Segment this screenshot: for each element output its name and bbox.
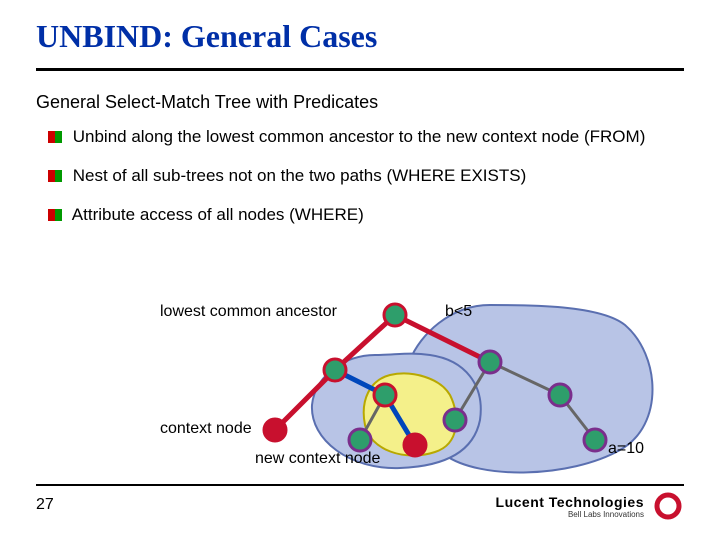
title-rule [36,68,684,71]
bullet-item: Unbind along the lowest common ancestor … [48,126,668,149]
bullet-marker-icon [48,131,62,143]
tree-diagram: lowest common ancestor b<5 context node … [60,300,670,475]
bullet-item: Nest of all sub-trees not on the two pat… [48,165,668,188]
tree-node [404,434,426,456]
tree-node [444,409,466,431]
tree-node [349,429,371,451]
footer-rule [36,484,684,486]
tree-node [479,351,501,373]
tree-node [549,384,571,406]
logo: Lucent Technologies Bell Labs Innovation… [496,490,684,522]
logo-line2: Bell Labs Innovations [496,510,644,519]
label-ctx: context node [160,420,252,438]
bullet-item: Attribute access of all nodes (WHERE) [48,204,668,227]
bullet-text: Unbind along the lowest common ancestor … [73,127,646,146]
bullet-marker-icon [48,170,62,182]
label-b5: b<5 [445,303,472,321]
logo-line1: Lucent Technologies [496,494,644,510]
tree-node [374,384,396,406]
label-a10: a=10 [608,440,644,458]
page-number: 27 [36,496,54,514]
tree-node [384,304,406,326]
tree-node [324,359,346,381]
bullet-text: Nest of all sub-trees not on the two pat… [73,166,527,185]
label-lca: lowest common ancestor [160,303,337,321]
slide-title: UNBIND: General Cases [36,18,377,55]
bullet-text: Attribute access of all nodes (WHERE) [72,205,364,224]
tree-svg [60,300,670,475]
slide-subtitle: General Select-Match Tree with Predicate… [36,92,378,113]
label-nctx: new context node [255,450,380,468]
ring-circle [657,495,679,517]
bullet-list: Unbind along the lowest common ancestor … [48,126,668,243]
tree-node [584,429,606,451]
bullet-marker-icon [48,209,62,221]
ring-icon [652,490,684,522]
tree-node [264,419,286,441]
